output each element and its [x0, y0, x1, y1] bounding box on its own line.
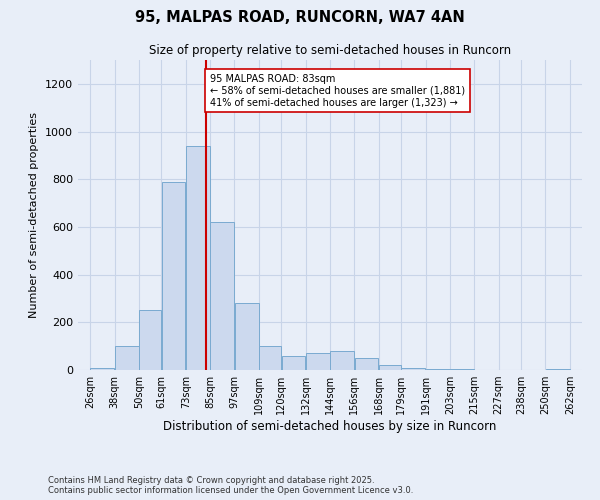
- Bar: [401, 368, 425, 370]
- Text: Contains HM Land Registry data © Crown copyright and database right 2025.
Contai: Contains HM Land Registry data © Crown c…: [48, 476, 413, 495]
- Bar: [139, 310, 161, 370]
- Text: 95, MALPAS ROAD, RUNCORN, WA7 4AN: 95, MALPAS ROAD, RUNCORN, WA7 4AN: [135, 10, 465, 25]
- Bar: [450, 369, 474, 370]
- Bar: [331, 351, 354, 370]
- X-axis label: Distribution of semi-detached houses by size in Runcorn: Distribution of semi-detached houses by …: [163, 420, 497, 433]
- Bar: [91, 368, 114, 370]
- Bar: [379, 365, 401, 370]
- Bar: [211, 222, 234, 370]
- Bar: [235, 303, 259, 370]
- Y-axis label: Number of semi-detached properties: Number of semi-detached properties: [29, 112, 40, 318]
- Bar: [426, 369, 449, 370]
- Bar: [306, 354, 329, 370]
- Bar: [355, 358, 379, 370]
- Bar: [161, 182, 185, 370]
- Bar: [281, 356, 305, 370]
- Title: Size of property relative to semi-detached houses in Runcorn: Size of property relative to semi-detach…: [149, 44, 511, 58]
- Bar: [115, 346, 139, 370]
- Text: 95 MALPAS ROAD: 83sqm
← 58% of semi-detached houses are smaller (1,881)
41% of s: 95 MALPAS ROAD: 83sqm ← 58% of semi-deta…: [210, 74, 465, 108]
- Bar: [546, 369, 569, 370]
- Bar: [259, 346, 281, 370]
- Bar: [186, 146, 210, 370]
